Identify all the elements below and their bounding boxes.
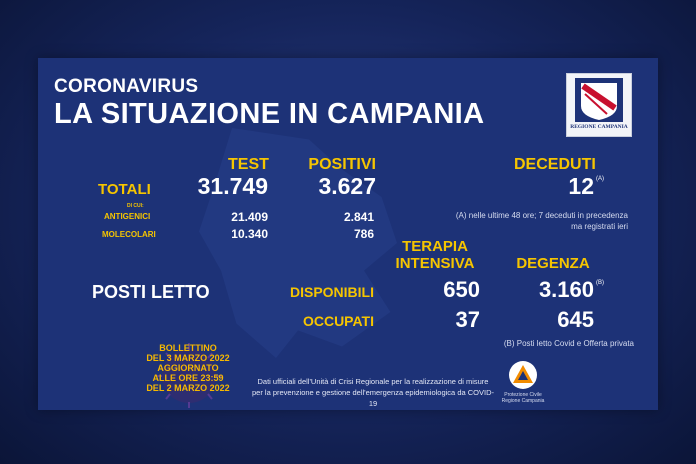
ti-occupati-value: 37 bbox=[455, 307, 480, 332]
col-header-positivi: POSITIVI bbox=[308, 156, 376, 173]
disponibili-label: DISPONIBILI bbox=[289, 284, 374, 300]
bulletin-line1: BOLLETTINO bbox=[159, 343, 217, 353]
note-a-line1: (A) nelle ultime 48 ore; 7 deceduti in p… bbox=[455, 211, 628, 220]
bulletin-line3: AGGIORNATO bbox=[157, 363, 219, 373]
di-cui-label: DI CUI: bbox=[127, 203, 144, 209]
antigenici-test-value: 21.409 bbox=[231, 210, 268, 224]
coat-of-arms-icon bbox=[575, 78, 623, 122]
totali-test-value: 31.749 bbox=[197, 173, 268, 199]
col-header-deceduti: DECEDUTI bbox=[514, 156, 596, 173]
regione-campania-logo: REGIONE CAMPANIA bbox=[566, 73, 632, 137]
footer-line2: per la prevenzione e gestione dell'emerg… bbox=[252, 388, 494, 408]
degenza-occupati-value: 645 bbox=[557, 307, 594, 332]
terapia-header-line1: TERAPIA bbox=[402, 238, 468, 255]
occupati-label: OCCUPATI bbox=[302, 313, 374, 329]
molecolari-test-value: 10.340 bbox=[231, 227, 268, 241]
terapia-header-line2: INTENSIVA bbox=[395, 255, 475, 272]
molecolari-label: MOLECOLARI bbox=[102, 230, 156, 239]
protezione-civile-icon bbox=[509, 361, 537, 389]
bulletin-date-block: BOLLETTINO DEL 3 MARZO 2022 AGGIORNATO A… bbox=[138, 343, 238, 393]
antigenici-positivi-value: 2.841 bbox=[343, 210, 374, 224]
molecolari-positivi-value: 786 bbox=[353, 227, 374, 241]
degenza-footnote-marker: (B) bbox=[596, 280, 604, 286]
logo-caption: REGIONE CAMPANIA bbox=[570, 124, 628, 130]
note-a-line2: ma registrati ieri bbox=[571, 222, 628, 231]
deceduti-footnote-marker: (A) bbox=[596, 176, 604, 182]
footer-note: Dati ufficiali dell'Unità di Crisi Regio… bbox=[248, 376, 498, 409]
page-title: LA SITUAZIONE IN CAMPANIA bbox=[54, 98, 485, 130]
ti-disponibili-value: 650 bbox=[443, 277, 480, 302]
antigenici-label: ANTIGENICI bbox=[104, 212, 151, 221]
infographic-panel: CORONAVIRUS LA SITUAZIONE IN CAMPANIA RE… bbox=[38, 58, 658, 410]
posti-letto-label: POSTI LETTO bbox=[92, 282, 210, 302]
totali-deceduti-value: 12 bbox=[568, 173, 594, 199]
virus-graphic-icon bbox=[156, 343, 222, 408]
col-header-test: TEST bbox=[228, 156, 269, 173]
footer-line1: Dati ufficiali dell'Unità di Crisi Regio… bbox=[257, 377, 489, 386]
bulletin-line2: DEL 3 MARZO 2022 bbox=[146, 353, 230, 363]
protezione-line1: Protezione Civile bbox=[504, 392, 542, 398]
degenza-header: DEGENZA bbox=[516, 255, 590, 272]
protezione-line2: Regione Campania bbox=[501, 398, 545, 404]
bulletin-line4: ALLE ORE 23:59 bbox=[152, 373, 224, 383]
note-b: (B) Posti letto Covid e Offerta privata bbox=[503, 339, 634, 348]
subtitle: CORONAVIRUS bbox=[54, 76, 199, 97]
bulletin-line5: DEL 2 MARZO 2022 bbox=[146, 383, 230, 393]
degenza-disponibili-value: 3.160 bbox=[538, 277, 594, 302]
protezione-civile-caption: Protezione Civile Regione Campania bbox=[490, 392, 556, 404]
totali-positivi-value: 3.627 bbox=[318, 173, 376, 199]
totali-label: TOTALI bbox=[98, 181, 151, 198]
